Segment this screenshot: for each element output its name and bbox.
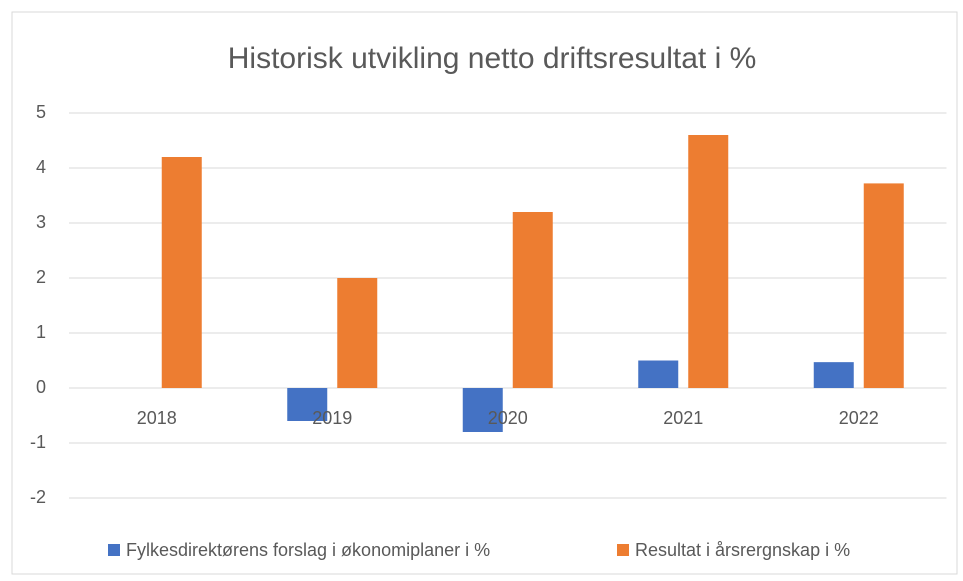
chart-border <box>11 11 958 575</box>
x-tick-label: 2021 <box>663 408 703 428</box>
bar <box>462 388 503 432</box>
bar <box>688 135 729 388</box>
y-tick-label: -1 <box>30 432 46 452</box>
x-tick-label: 2020 <box>488 408 528 428</box>
legend-label: Fylkesdirektørens forslag i økonomiplane… <box>126 540 490 560</box>
x-tick-label: 2018 <box>137 408 177 428</box>
y-tick-label: 3 <box>36 212 46 232</box>
bar <box>161 157 202 388</box>
y-tick-label: 5 <box>36 102 46 122</box>
chart-title: Historisk utvikling netto driftsresultat… <box>228 42 757 75</box>
y-tick-label: -2 <box>30 487 46 507</box>
legend-swatch <box>108 544 120 556</box>
bar <box>337 278 378 388</box>
legend-label: Resultat i årsrergnskap i % <box>635 540 850 560</box>
bar <box>287 388 328 421</box>
x-tick-label: 2019 <box>312 408 352 428</box>
bar <box>813 362 854 388</box>
y-tick-label: 2 <box>36 267 46 287</box>
y-tick-label: 1 <box>36 322 46 342</box>
y-tick-label: 4 <box>36 157 46 177</box>
y-tick-label: 0 <box>36 377 46 397</box>
x-tick-label: 2022 <box>839 408 879 428</box>
bar <box>863 183 904 388</box>
legend-swatch <box>617 544 629 556</box>
bar <box>512 212 553 388</box>
bar <box>638 360 679 388</box>
